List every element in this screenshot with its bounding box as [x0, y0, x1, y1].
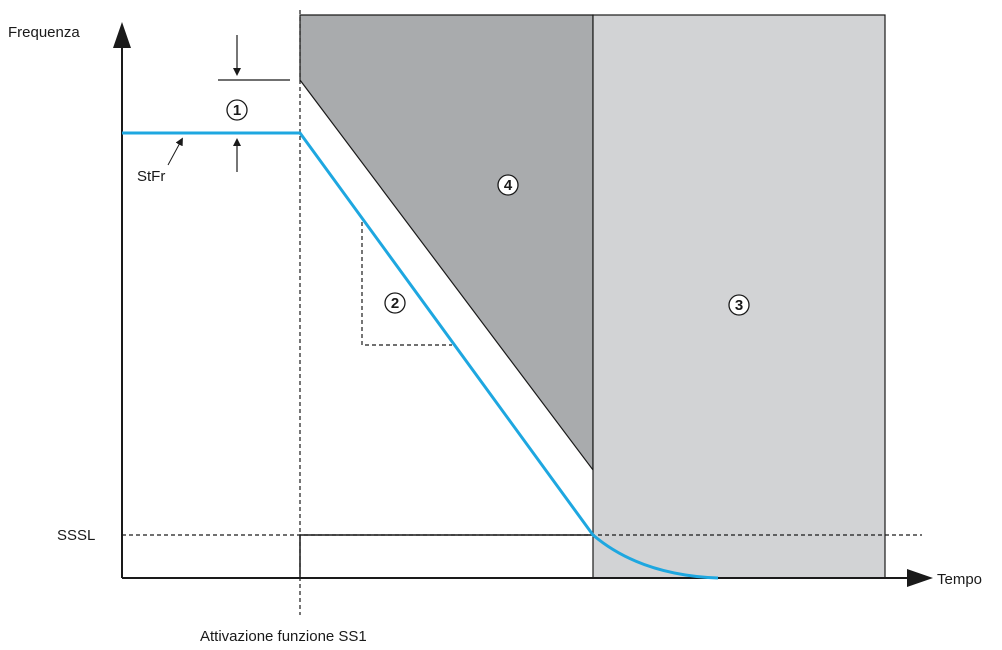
x-axis-arrow	[907, 569, 933, 587]
svg-text:2: 2	[391, 295, 399, 312]
slope-triangle	[361, 222, 452, 346]
x-axis-label: Tempo	[937, 571, 982, 588]
svg-text:3: 3	[735, 297, 743, 314]
stfr-pointer	[167, 137, 183, 166]
frequency-curve	[122, 131, 719, 580]
svg-text:1: 1	[233, 102, 241, 119]
marker-3: 3	[728, 294, 750, 316]
marker-1: 1	[226, 99, 248, 121]
activation-label: Attivazione funzione SS1	[200, 628, 367, 645]
y-axis-arrow	[113, 22, 131, 48]
region-4	[299, 14, 594, 472]
sssl-label: SSSL	[57, 527, 95, 544]
stfr-label: StFr	[137, 168, 165, 185]
y-axis-label: Frequenza	[8, 24, 80, 41]
svg-text:4: 4	[504, 177, 513, 194]
marker-2: 2	[384, 292, 406, 314]
step-signal	[299, 534, 593, 578]
marker-4: 4	[497, 174, 519, 196]
